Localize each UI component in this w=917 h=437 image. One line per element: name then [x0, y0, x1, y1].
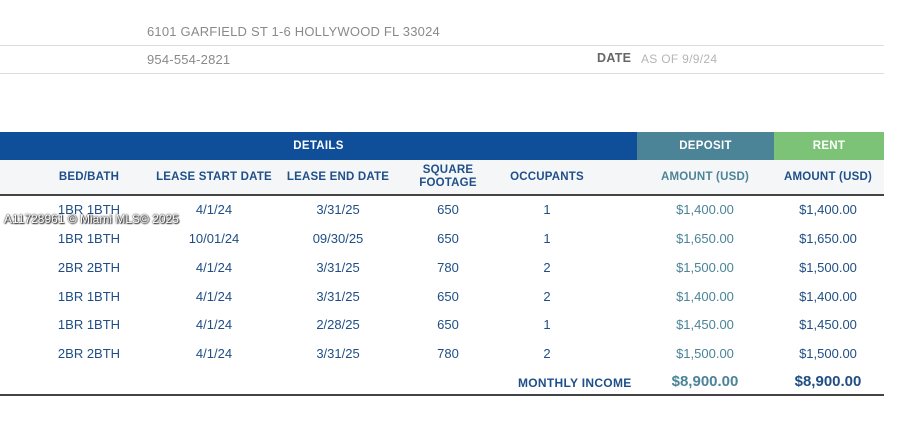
- col-header-square-footage: SQUARE FOOTAGE: [388, 164, 508, 190]
- cell-deposit: $1,500.00: [676, 346, 734, 361]
- cell-deposit: $1,400.00: [676, 202, 734, 217]
- cell-lease-start: 10/01/24: [188, 231, 240, 246]
- table-header-row: BED/BATH LEASE START DATE LEASE END DATE…: [0, 160, 884, 195]
- cell-deposit: $1,650.00: [676, 231, 734, 246]
- cell-bed-bath: 1BR 1BTH: [57, 289, 121, 304]
- footer-rule: [0, 394, 884, 396]
- cell-lease-start: 4/1/24: [195, 202, 233, 217]
- date-label: DATE: [597, 51, 632, 65]
- total-rent: $8,900.00: [794, 373, 862, 390]
- cell-rent: $1,400.00: [799, 289, 857, 304]
- cell-bed-bath: 1BR 1BTH: [57, 317, 121, 332]
- cell-bed-bath: 1BR 1BTH: [57, 202, 121, 217]
- cell-deposit: $1,400.00: [676, 289, 734, 304]
- col-header-occupants: OCCUPANTS: [510, 171, 584, 183]
- cell-lease-end: 3/31/25: [316, 260, 360, 275]
- monthly-income-label: MONTHLY INCOME: [518, 376, 632, 390]
- cell-lease-start: 4/1/24: [195, 346, 233, 361]
- cell-rent: $1,500.00: [799, 346, 857, 361]
- cell-lease-end: 09/30/25: [312, 231, 364, 246]
- deposit-band: DEPOSIT: [637, 132, 774, 160]
- col-header-deposit-amount: AMOUNT (USD): [661, 171, 749, 183]
- divider: [0, 45, 884, 46]
- cell-lease-end: 3/31/25: [316, 289, 360, 304]
- cell-occupants: 2: [543, 289, 551, 304]
- cell-occupants: 1: [543, 202, 551, 217]
- cell-rent: $1,400.00: [799, 202, 857, 217]
- cell-rent: $1,450.00: [799, 317, 857, 332]
- cell-square-footage: 780: [437, 260, 459, 275]
- cell-occupants: 2: [543, 260, 551, 275]
- cell-lease-start: 4/1/24: [195, 289, 233, 304]
- total-deposit: $8,900.00: [671, 373, 739, 390]
- col-header-footage: FOOTAGE: [419, 177, 477, 189]
- cell-square-footage: 650: [437, 231, 459, 246]
- cell-occupants: 2: [543, 346, 551, 361]
- mls-watermark: A11728961 © Miami MLS© 2025: [4, 212, 179, 226]
- details-band: DETAILS: [0, 132, 637, 160]
- col-header-bed-bath: BED/BATH: [58, 171, 120, 183]
- cell-deposit: $1,450.00: [676, 317, 734, 332]
- col-header-rent-amount: AMOUNT (USD): [784, 171, 872, 183]
- cell-occupants: 1: [543, 231, 551, 246]
- cell-lease-end: 2/28/25: [316, 317, 360, 332]
- phone-number: 954-554-2821: [147, 52, 231, 67]
- cell-rent: $1,650.00: [799, 231, 857, 246]
- cell-deposit: $1,500.00: [676, 260, 734, 275]
- cell-bed-bath: 1BR 1BTH: [57, 231, 121, 246]
- cell-bed-bath: 2BR 2BTH: [57, 346, 121, 361]
- cell-bed-bath: 2BR 2BTH: [57, 260, 121, 275]
- cell-lease-end: 3/31/25: [316, 202, 360, 217]
- rent-band: RENT: [774, 132, 884, 160]
- property-address: 6101 GARFIELD ST 1-6 HOLLYWOOD FL 33024: [147, 24, 440, 39]
- cell-square-footage: 780: [437, 346, 459, 361]
- header-rule: [0, 194, 884, 196]
- cell-square-footage: 650: [437, 317, 459, 332]
- cell-lease-start: 4/1/24: [195, 317, 233, 332]
- cell-occupants: 1: [543, 317, 551, 332]
- divider: [0, 73, 884, 74]
- col-header-square: SQUARE: [422, 164, 474, 176]
- cell-rent: $1,500.00: [799, 260, 857, 275]
- date-value: AS OF 9/9/24: [641, 52, 718, 66]
- col-header-lease-end: LEASE END DATE: [286, 171, 390, 183]
- cell-lease-start: 4/1/24: [195, 260, 233, 275]
- cell-lease-end: 3/31/25: [316, 346, 360, 361]
- cell-square-footage: 650: [437, 202, 459, 217]
- col-header-lease-start: LEASE START DATE: [156, 171, 272, 183]
- cell-square-footage: 650: [437, 289, 459, 304]
